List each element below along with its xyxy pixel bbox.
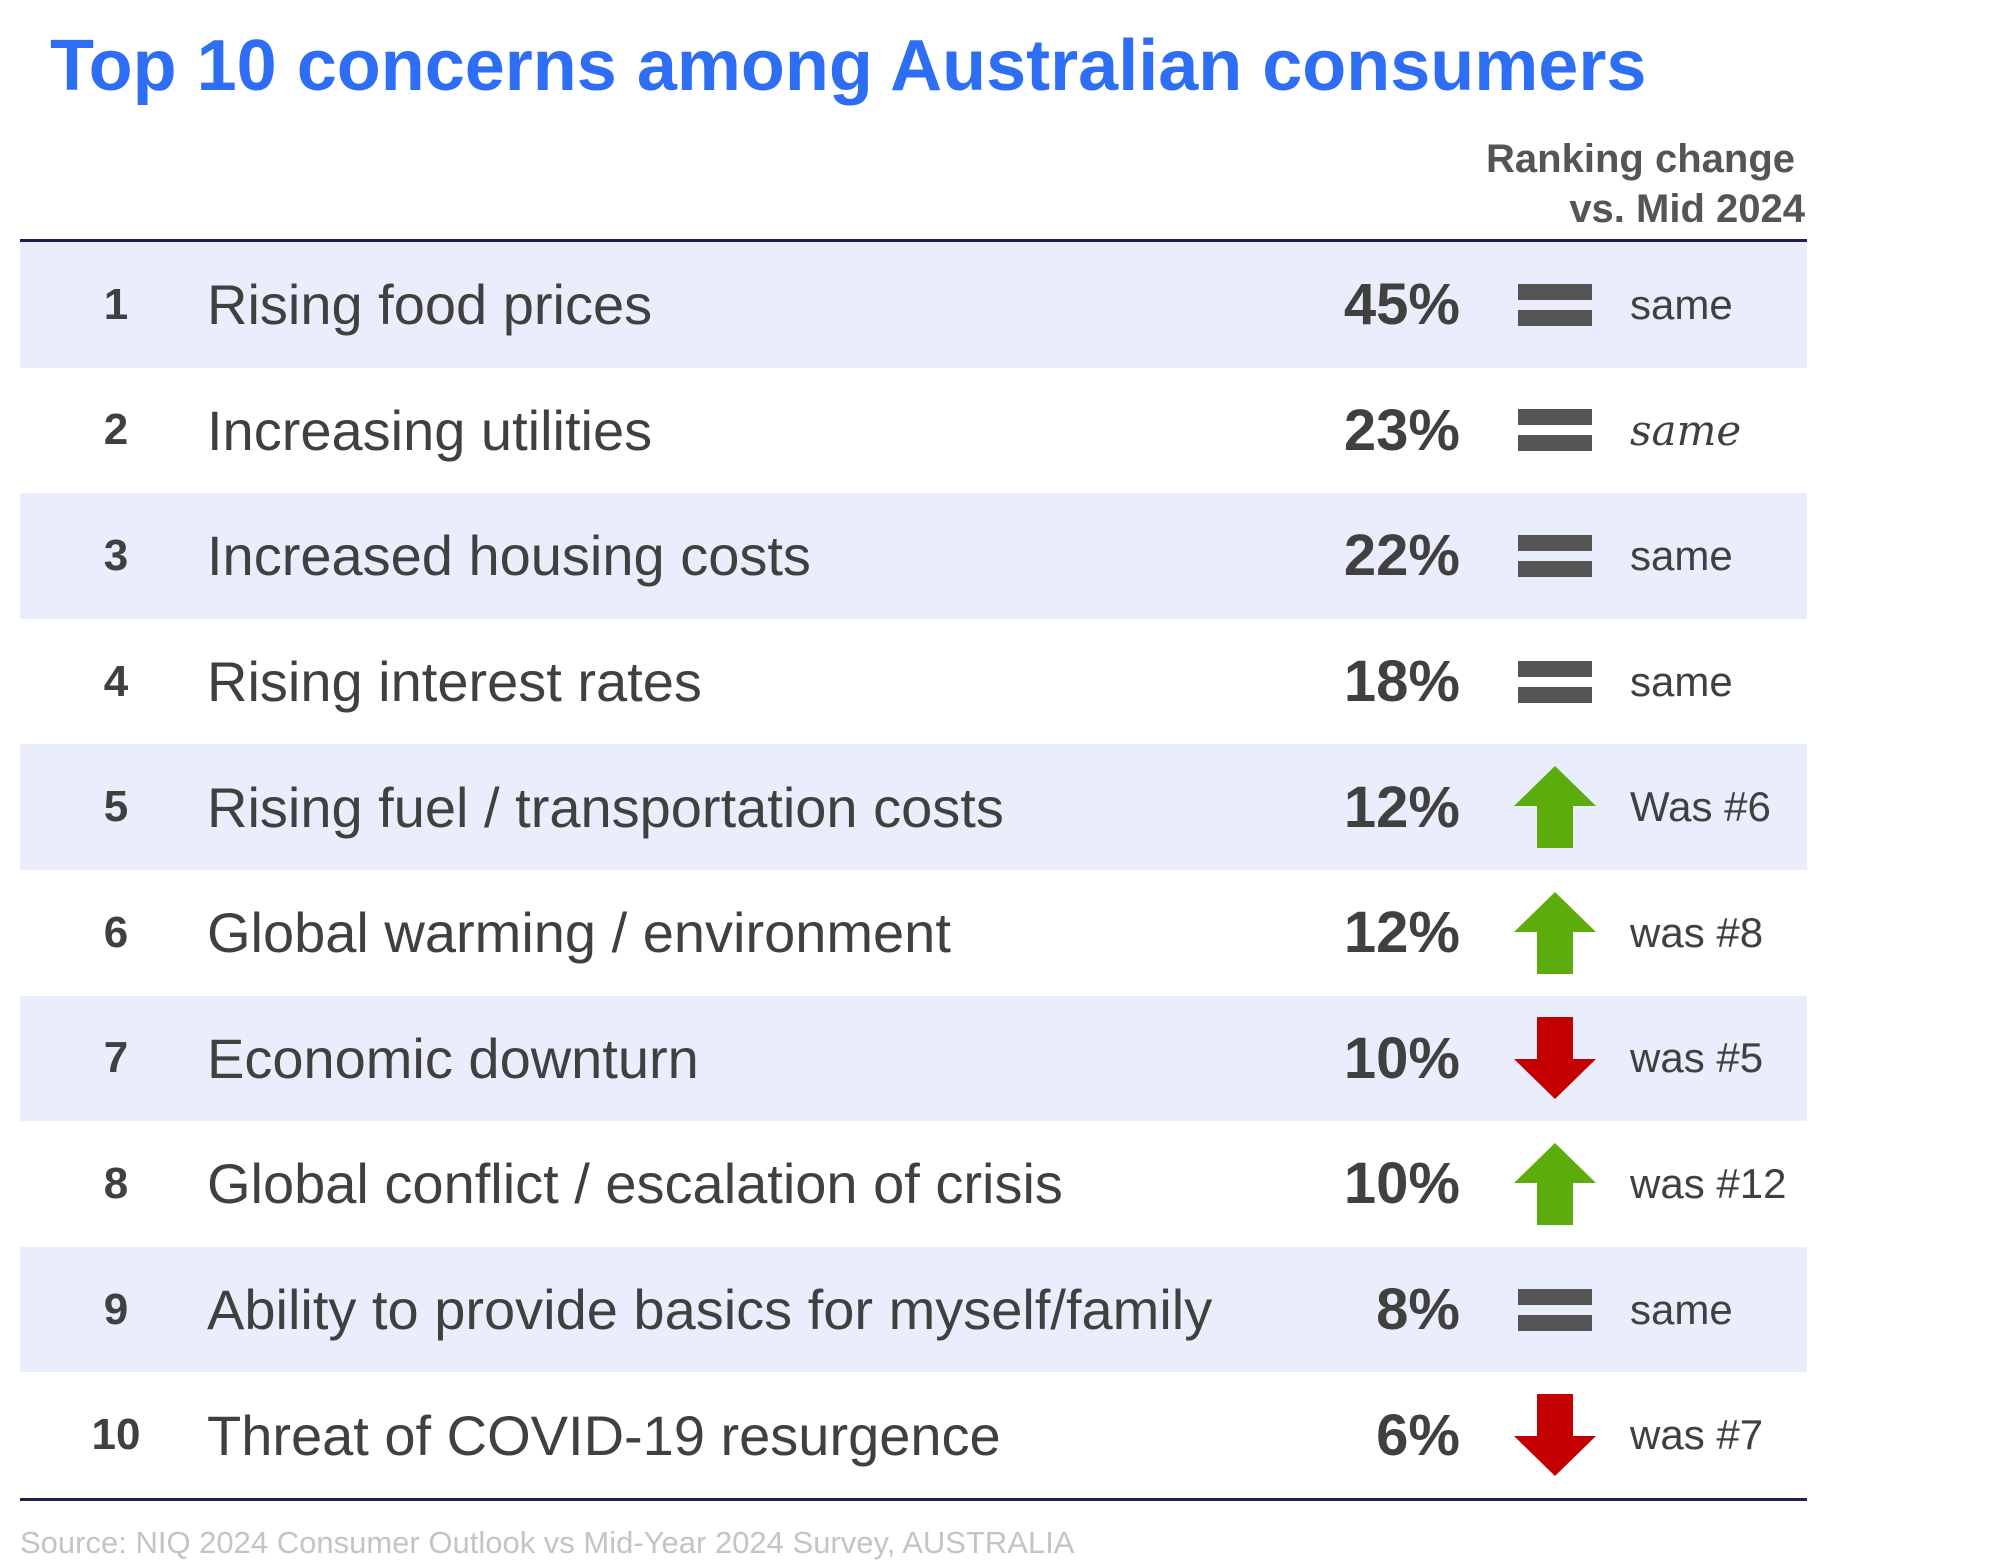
table-row: 3 Increased housing costs 22% same <box>20 493 1807 619</box>
concern-percent: 12% <box>1343 900 1460 966</box>
ranking-change-text: was #12 <box>1630 1159 1787 1207</box>
ranking-change-text: was #5 <box>1630 1034 1764 1082</box>
table-row: 1 Rising food prices 45% same <box>20 242 1807 368</box>
ranking-change-text: was #7 <box>1630 1411 1764 1459</box>
equal-sign-icon <box>1518 660 1592 703</box>
chart-title: Top 10 concerns among Australian consume… <box>50 26 1647 106</box>
arrow-up-icon <box>1514 1142 1596 1225</box>
concern-percent: 10% <box>1343 1151 1460 1217</box>
rank-number: 6 <box>103 907 129 957</box>
table-row: 6 Global warming / environment 12% was #8 <box>20 870 1807 996</box>
concern-percent: 45% <box>1343 272 1460 338</box>
concern-percent: 10% <box>1343 1025 1460 1091</box>
concern-label: Economic downturn <box>207 1026 699 1090</box>
concern-label: Ability to provide basics for myself/fam… <box>207 1278 1213 1342</box>
equal-sign-icon <box>1518 409 1592 452</box>
concern-label: Rising interest rates <box>207 650 702 714</box>
ranking-change-indicator <box>1500 996 1610 1122</box>
ranking-change-indicator <box>1500 493 1610 619</box>
concerns-table: 1 Rising food prices 45% same 2 Increasing ut… <box>20 242 1807 1498</box>
ranking-change-header: Ranking change vs. Mid 2024 <box>1380 134 1805 234</box>
arrow-down-icon <box>1514 1017 1596 1100</box>
ranking-change-text: same <box>1630 531 1733 579</box>
ranking-change-text: same <box>1630 280 1733 328</box>
table-row: 2 Increasing utilities 23% same <box>20 368 1807 494</box>
ranking-change-header-line1: Ranking change <box>1486 137 1795 181</box>
table-top-rule <box>20 239 1807 242</box>
ranking-change-indicator <box>1500 1121 1610 1247</box>
ranking-change-header-line2: vs. Mid 2024 <box>1569 187 1805 231</box>
concern-percent: 23% <box>1343 397 1460 463</box>
ranking-change-text: same <box>1630 405 1742 455</box>
table-row: 8 Global conflict / escalation of crisis 1… <box>20 1121 1807 1247</box>
rank-number: 9 <box>103 1284 129 1334</box>
arrow-up-icon <box>1514 766 1596 849</box>
concern-label: Global conflict / escalation of crisis <box>207 1152 1063 1216</box>
rank-number: 7 <box>103 1033 129 1083</box>
ranking-change-indicator <box>1500 368 1610 494</box>
table-row: 5 Rising fuel / transportation costs 12% Wa… <box>20 744 1807 870</box>
rank-number: 3 <box>103 530 129 580</box>
concern-percent: 12% <box>1343 774 1460 840</box>
concern-percent: 8% <box>1376 1277 1460 1343</box>
rank-number: 8 <box>103 1158 129 1208</box>
table-row: 4 Rising interest rates 18% same <box>20 619 1807 745</box>
source-note: Source: NIQ 2024 Consumer Outlook vs Mid… <box>20 1525 1075 1560</box>
ranking-change-text: was #8 <box>1630 908 1764 956</box>
concern-label: Increasing utilities <box>207 398 653 462</box>
table-row: 10 Threat of COVID-19 resurgence 6% was #7 <box>20 1372 1807 1498</box>
rank-number: 10 <box>91 1410 141 1460</box>
concern-label: Rising food prices <box>207 273 653 337</box>
concern-percent: 22% <box>1343 523 1460 589</box>
equal-sign-icon <box>1518 1288 1592 1331</box>
ranking-change-indicator <box>1500 1247 1610 1373</box>
table-row: 7 Economic downturn 10% was #5 <box>20 995 1807 1122</box>
rank-number: 1 <box>103 279 129 329</box>
rank-number: 4 <box>103 656 129 706</box>
ranking-change-indicator <box>1500 242 1610 368</box>
arrow-up-icon <box>1514 891 1596 974</box>
equal-sign-icon <box>1518 534 1592 577</box>
ranking-change-indicator <box>1500 1372 1610 1498</box>
rank-number: 2 <box>103 405 129 455</box>
concern-label: Increased housing costs <box>207 524 811 588</box>
arrow-down-icon <box>1514 1394 1596 1477</box>
ranking-change-text: same <box>1630 1285 1733 1333</box>
rank-number: 5 <box>103 782 129 832</box>
concern-percent: 18% <box>1343 649 1460 715</box>
concern-percent: 6% <box>1376 1402 1460 1468</box>
concern-label: Rising fuel / transportation costs <box>207 775 1004 839</box>
table-row: 9 Ability to provide basics for myself/fa… <box>20 1246 1807 1373</box>
table-bottom-rule <box>20 1498 1807 1501</box>
ranking-change-text: same <box>1630 657 1733 705</box>
ranking-change-indicator <box>1500 619 1610 745</box>
concern-label: Global warming / environment <box>207 901 951 965</box>
ranking-change-indicator <box>1500 744 1610 870</box>
ranking-change-indicator <box>1500 870 1610 996</box>
equal-sign-icon <box>1518 283 1592 326</box>
concern-label: Threat of COVID-19 resurgence <box>207 1403 1001 1467</box>
ranking-change-text: Was #6 <box>1630 783 1771 831</box>
